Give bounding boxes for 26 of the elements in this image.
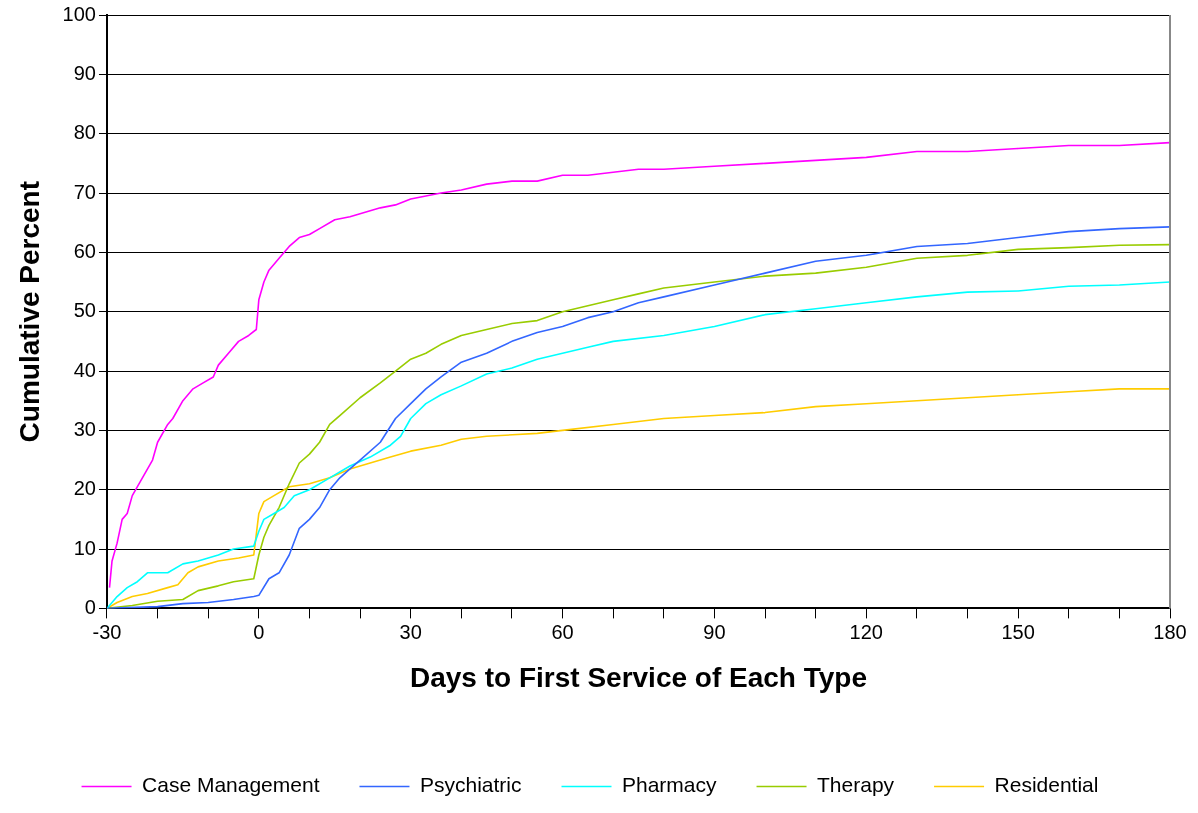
legend-label: Therapy — [817, 773, 895, 797]
x-tick-label: 60 — [551, 620, 574, 643]
y-tick-label: 50 — [73, 299, 96, 322]
x-tick-label: 180 — [1153, 620, 1187, 643]
legend-label: Psychiatric — [419, 773, 522, 797]
legend-label: Pharmacy — [622, 773, 718, 797]
y-tick-label: 70 — [73, 180, 96, 203]
y-tick-label: 10 — [73, 536, 96, 559]
y-tick-label: 60 — [73, 239, 96, 262]
y-tick-label: 30 — [73, 417, 96, 440]
legend-label: Residential — [994, 773, 1099, 797]
y-tick-label: 20 — [73, 477, 96, 500]
y-tick-label: 100 — [62, 2, 96, 25]
x-tick-label: 150 — [1001, 620, 1035, 643]
x-tick-label: 0 — [253, 620, 265, 643]
y-tick-label: 0 — [84, 595, 96, 618]
x-tick-label: 30 — [399, 620, 422, 643]
y-tick-label: 80 — [73, 121, 96, 144]
y-tick-label: 40 — [73, 358, 96, 381]
y-axis-title: Cumulative Percent — [13, 180, 45, 443]
x-tick-label: 90 — [703, 620, 726, 643]
x-tick-label: 120 — [849, 620, 883, 643]
y-tick-label: 90 — [73, 61, 96, 84]
x-tick-label: -30 — [92, 620, 122, 643]
legend-label: Case Management — [142, 773, 320, 797]
x-axis-title: Days to First Service of Each Type — [409, 661, 867, 693]
